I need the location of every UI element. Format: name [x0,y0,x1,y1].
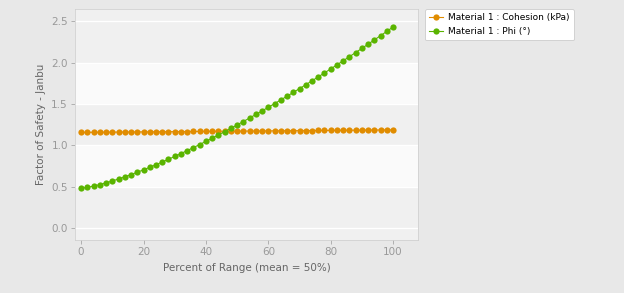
Material 1 : Cohesion (kPa): (30, 1.16): Cohesion (kPa): (30, 1.16) [171,130,178,133]
Line: Material 1 : Cohesion (kPa): Material 1 : Cohesion (kPa) [78,127,396,135]
Bar [75,104,418,145]
Bar [75,145,418,187]
Bar [75,62,418,104]
Line: Material 1 : Phi (°): Material 1 : Phi (°) [78,24,396,191]
Material 1 : Cohesion (kPa): (0, 1.16): Cohesion (kPa): (0, 1.16) [77,131,85,134]
Material 1 : Phi (°): (66, 1.59): Phi (°): (66, 1.59) [283,94,291,98]
Y-axis label: Factor of Safety - Janbu: Factor of Safety - Janbu [36,64,46,185]
Material 1 : Phi (°): (72, 1.73): Phi (°): (72, 1.73) [302,83,310,86]
Material 1 : Phi (°): (32, 0.899): Phi (°): (32, 0.899) [177,152,185,155]
Material 1 : Phi (°): (0, 0.48): Phi (°): (0, 0.48) [77,186,85,190]
Legend: Material 1 : Cohesion (kPa), Material 1 : Phi (°): Material 1 : Cohesion (kPa), Material 1 … [425,9,573,40]
Bar [75,187,418,228]
Material 1 : Cohesion (kPa): (98, 1.18): Cohesion (kPa): (98, 1.18) [383,128,391,132]
Material 1 : Cohesion (kPa): (66, 1.17): Cohesion (kPa): (66, 1.17) [283,129,291,132]
Material 1 : Cohesion (kPa): (22, 1.16): Cohesion (kPa): (22, 1.16) [146,130,154,134]
Material 1 : Phi (°): (30, 0.864): Phi (°): (30, 0.864) [171,155,178,158]
Material 1 : Phi (°): (100, 2.43): Phi (°): (100, 2.43) [389,25,397,29]
Bar [75,21,418,62]
Material 1 : Cohesion (kPa): (72, 1.18): Cohesion (kPa): (72, 1.18) [302,129,310,132]
Material 1 : Cohesion (kPa): (32, 1.16): Cohesion (kPa): (32, 1.16) [177,130,185,133]
Material 1 : Phi (°): (22, 0.733): Phi (°): (22, 0.733) [146,166,154,169]
Material 1 : Phi (°): (98, 2.38): Phi (°): (98, 2.38) [383,30,391,33]
X-axis label: Percent of Range (mean = 50%): Percent of Range (mean = 50%) [163,263,330,273]
Material 1 : Cohesion (kPa): (100, 1.19): Cohesion (kPa): (100, 1.19) [389,128,397,132]
